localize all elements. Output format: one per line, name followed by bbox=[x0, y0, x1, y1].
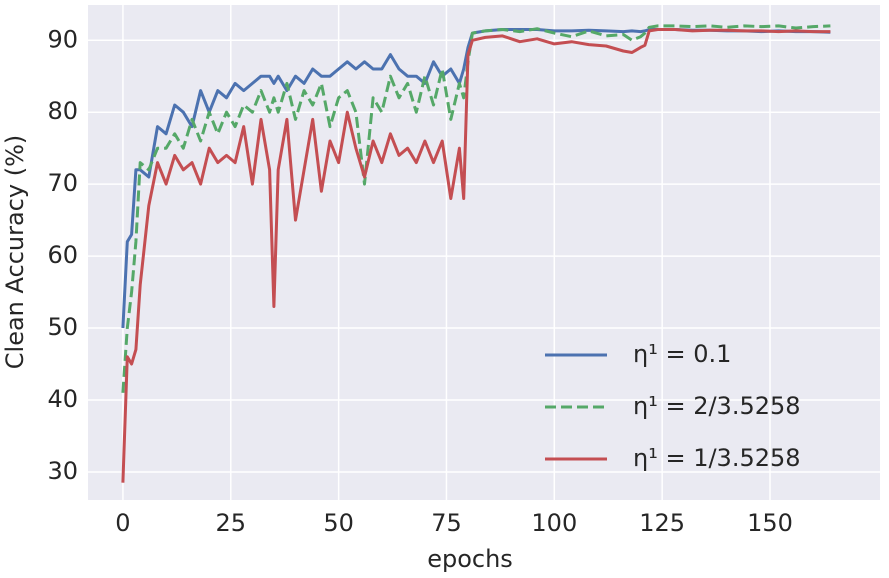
legend-label: η¹ = 0.1 bbox=[633, 340, 731, 368]
x-tick-label: 100 bbox=[531, 509, 577, 537]
y-tick-label: 70 bbox=[47, 169, 78, 197]
y-tick-label: 30 bbox=[47, 457, 78, 485]
line-series bbox=[121, 28, 831, 483]
x-tick-label: 50 bbox=[323, 509, 354, 537]
y-tick-label: 50 bbox=[47, 313, 78, 341]
legend-label: η¹ = 2/3.5258 bbox=[633, 392, 801, 420]
line-series bbox=[121, 24, 831, 393]
y-tick-label: 60 bbox=[47, 241, 78, 269]
x-axis-label: epochs bbox=[427, 545, 513, 573]
x-tick-label: 125 bbox=[639, 509, 685, 537]
plot-area bbox=[88, 5, 880, 500]
x-tick-label: 0 bbox=[115, 509, 130, 537]
y-tick-label: 80 bbox=[47, 97, 78, 125]
y-axis-label: Clean Accuracy (%) bbox=[1, 135, 29, 369]
legend-label: η¹ = 1/3.5258 bbox=[633, 444, 801, 472]
x-tick-label: 150 bbox=[747, 509, 793, 537]
y-tick-label: 40 bbox=[47, 385, 78, 413]
x-tick-label: 25 bbox=[216, 509, 247, 537]
y-tick-label: 90 bbox=[47, 25, 78, 53]
x-tick-label: 75 bbox=[431, 509, 462, 537]
line-series bbox=[121, 28, 831, 329]
